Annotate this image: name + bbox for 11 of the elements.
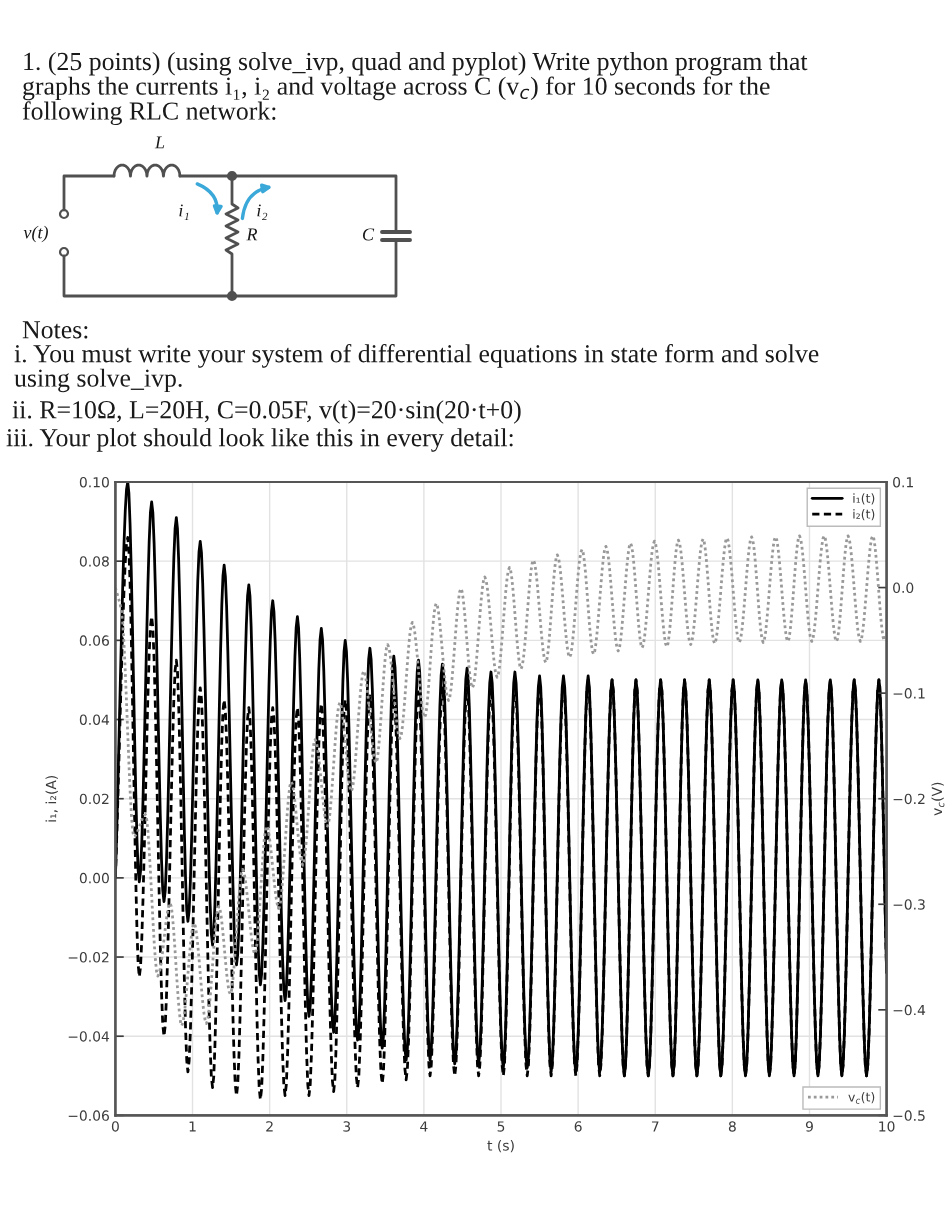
text: C [362, 228, 375, 241]
text: v(t) [23, 225, 48, 243]
chart-title: 1. (25 points) (using solve_ivp, quad and pyplot) Write python program that graphs the currents i₁, i₂ and voltage across C (v$_{c}$) for 10 seconds for the following RLC network: [22, 52, 808, 126]
text: i₂ [257, 204, 268, 221]
text: R [246, 228, 258, 241]
text: ii. R=10Ω, L=20H, C=0.05F, v(t)=20·sin(20·t+0) [12, 400, 521, 424]
text: Notes: [22, 321, 88, 339]
text: L [154, 136, 165, 149]
text: i₁ [179, 204, 189, 220]
text: i. You must write your system of differential equations in state form and solve using solve_ivp. [14, 344, 819, 393]
text: iii. Your plot should look like this in every detail: [6, 428, 513, 452]
